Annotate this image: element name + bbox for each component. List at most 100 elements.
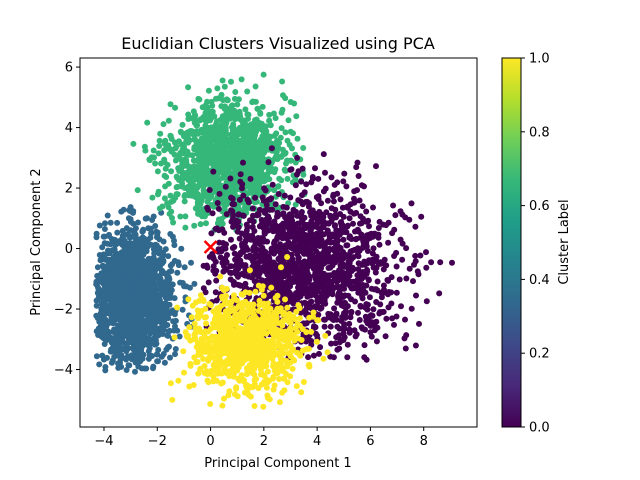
scatter-point [127,262,134,269]
scatter-point [249,224,256,231]
scatter-point [373,163,379,170]
scatter-point [330,354,337,361]
scatter-point [123,367,130,373]
scatter-point [140,304,147,311]
scatter-point [335,293,341,300]
scatter-point [340,254,347,261]
scatter-point [93,353,100,360]
scatter-point [276,376,283,382]
scatter-point [156,302,163,309]
scatter-point [346,233,353,240]
scatter-point [336,345,343,352]
scatter-point [105,232,112,239]
scatter-point [177,279,184,286]
scatter-point [215,216,222,223]
scatter-point [352,236,359,243]
scatter-point [207,143,213,149]
scatter-point [370,306,377,313]
scatter-point [307,238,314,244]
scatter-point [179,180,186,187]
scatter-point [260,173,267,179]
scatter-point [219,140,226,147]
scatter-point [316,241,323,248]
scatter-point [234,101,241,108]
scatter-point [370,204,376,211]
scatter-point [167,133,174,140]
scatter-point [151,341,158,348]
scatter-point [381,256,388,263]
scatter-point [361,342,368,349]
scatter-point [236,235,243,242]
scatter-point [318,270,325,277]
scatter-point [236,260,243,267]
scatter-point [303,181,310,188]
scatter-point [157,275,164,282]
scatter-point [157,130,164,137]
scatter-point [355,248,362,255]
scatter-point [99,278,106,285]
scatter-point [191,280,198,287]
scatter-point [381,286,387,293]
scatter-point [172,145,179,152]
scatter-point [273,149,280,156]
scatter-point [348,285,355,292]
scatter-point [359,295,366,302]
scatter-point [160,351,167,357]
scatter-point [128,329,135,336]
scatter-point [273,130,280,137]
scatter-point [332,340,339,347]
scatter-point [361,261,368,268]
scatter-point [144,119,151,126]
scatter-point [360,287,367,294]
scatter-point [118,249,125,256]
scatter-point [165,281,172,288]
scatter-point [221,395,227,402]
scatter-point [127,235,133,241]
scatter-point [169,215,175,221]
scatter-point [170,219,177,226]
scatter-point [315,196,322,203]
scatter-point [306,200,312,207]
scatter-point [277,284,284,291]
scatter-point [305,333,312,340]
scatter-point [186,324,193,331]
scatter-point [214,134,221,141]
scatter-point [229,208,236,215]
scatter-point [101,240,108,247]
scatter-point [346,329,353,336]
scatter-point [274,156,281,163]
scatter-point [181,264,188,271]
scatter-point [182,224,189,231]
scatter-point [134,287,141,294]
scatter-point [359,325,366,332]
scatter-point [109,247,116,254]
scatter-point [292,234,299,241]
scatter-point [174,269,181,276]
scatter-point [161,359,168,366]
scatter-point [134,187,141,194]
scatter-point [251,271,258,278]
scatter-point [103,337,109,344]
scatter-point [188,164,195,171]
scatter-point [356,317,363,323]
scatter-point [244,196,251,203]
scatter-point [388,289,395,296]
scatter-point [380,282,387,289]
scatter-point [331,274,338,281]
scatter-point [242,262,249,269]
scatter-point [231,250,238,257]
scatter-point [315,175,322,182]
scatter-point [235,111,242,118]
scatter-point [294,135,301,142]
scatter-point [221,132,228,139]
scatter-point [315,278,322,285]
scatter-point [217,254,224,261]
scatter-point [141,296,148,303]
scatter-point [163,295,170,302]
scatter-point [161,195,168,202]
scatter-point [403,245,410,252]
scatter-point [398,303,404,310]
scatter-point [212,270,219,277]
scatter-point [410,278,416,285]
scatter-point [205,206,212,213]
